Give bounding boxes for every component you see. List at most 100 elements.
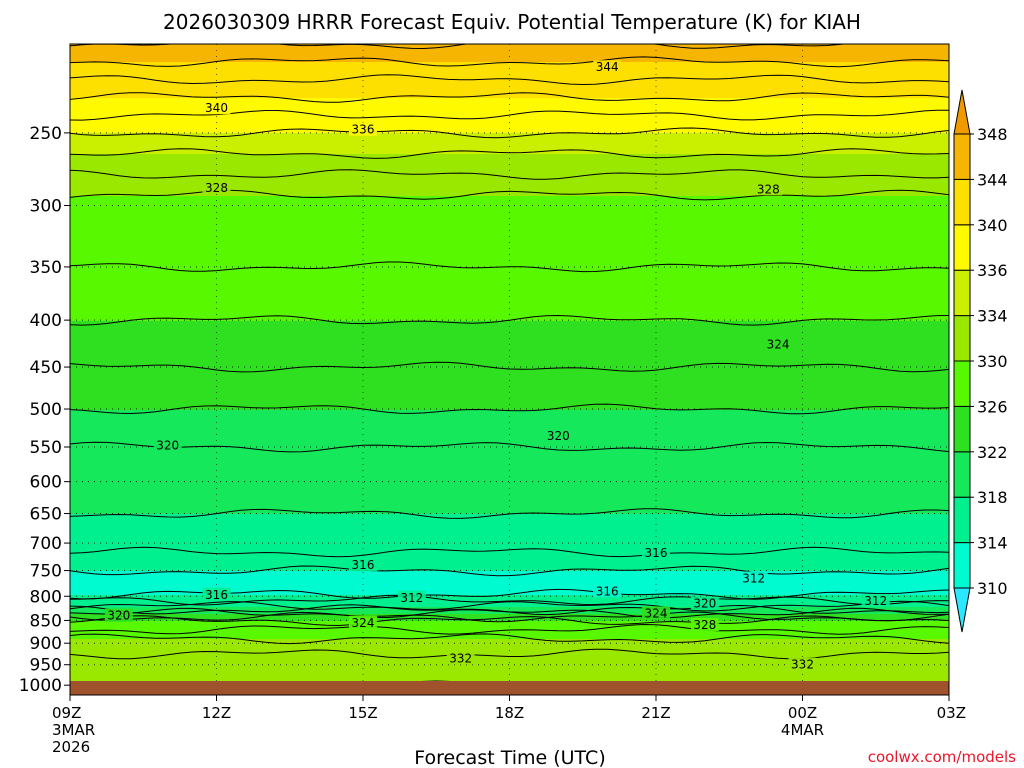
contour-label-text: 316 — [645, 546, 668, 560]
y-tick-label: 850 — [30, 611, 62, 631]
contour-label: 316 — [202, 587, 231, 602]
contour-label: 336 — [349, 123, 377, 137]
colorbar: 310 314 318 322 326 330 334 336 340 344 348 — [953, 89, 1008, 633]
contour-label-text: 328 — [205, 181, 228, 195]
contour-label-text: 324 — [352, 616, 375, 630]
colorbar-box — [953, 405, 971, 453]
colorbar-label: 326 — [977, 397, 1008, 416]
contour-label: 324 — [349, 615, 377, 630]
chart-title: 2026030309 HRRR Forecast Equiv. Potentia… — [163, 10, 861, 34]
contour-line — [70, 623, 949, 635]
contour-label-text: 312 — [400, 591, 423, 605]
colorbar-label: 330 — [977, 352, 1008, 371]
y-tick-label: 950 — [30, 656, 62, 676]
y-tick-label: 500 — [30, 400, 62, 420]
x-tick-label: 15Z — [348, 704, 377, 722]
contour-label: 328 — [690, 618, 719, 632]
x-tick-sublabel: 4MAR — [781, 721, 824, 739]
colorbar-box — [953, 133, 971, 180]
contour-label: 320 — [153, 438, 182, 453]
color-band — [70, 133, 949, 155]
colorbar-box — [953, 451, 971, 498]
contour-label: 312 — [861, 594, 890, 608]
contour-label: 328 — [754, 182, 783, 196]
contour-label: 320 — [104, 608, 133, 623]
contour-label: 316 — [642, 546, 670, 560]
x-tick-label: 21Z — [641, 704, 670, 722]
x-tick-label: 12Z — [202, 704, 231, 722]
y-tick-label: 400 — [30, 311, 62, 331]
color-band — [70, 607, 949, 615]
x-tick-label: 18Z — [495, 704, 524, 722]
colorbar-label: 340 — [977, 216, 1008, 235]
y-tick-label: 650 — [30, 505, 62, 525]
contour-label-text: 324 — [645, 606, 668, 620]
y-axis: 250 300 350 400 450 500 550 600 650 700 750 800 850 9… — [19, 124, 70, 696]
contour-label-text: 320 — [107, 609, 130, 623]
contour-label: 312 — [739, 571, 768, 585]
contour-label: 316 — [349, 558, 377, 572]
colorbar-box — [953, 315, 971, 362]
ground-strip — [70, 681, 949, 695]
x-tick-label: 09Z — [52, 704, 81, 722]
y-tick-label: 600 — [30, 473, 62, 493]
contour-label-text: 316 — [352, 558, 375, 572]
colorbar-box — [953, 269, 971, 317]
contour-labels: 344 340 336 328 328 324 320 320 316 316 312 316 312 3… — [104, 60, 890, 672]
contour-label-text: 316 — [596, 584, 619, 598]
contour-label-text: 340 — [205, 101, 228, 115]
contour-label-text: 328 — [693, 618, 716, 632]
contour-label: 316 — [593, 584, 622, 598]
y-tick-label: 900 — [30, 634, 62, 654]
color-band — [70, 196, 949, 322]
colorbar-label: 322 — [977, 443, 1008, 462]
contour-label-text: 324 — [767, 337, 790, 351]
theta-e-bands — [70, 44, 949, 695]
y-tick-label: 550 — [30, 438, 62, 458]
contour-label-text: 312 — [864, 594, 887, 608]
contour-label-text: 344 — [596, 60, 619, 74]
colorbar-label: 348 — [977, 125, 1008, 144]
colorbar-label: 318 — [977, 488, 1008, 507]
plot-area — [70, 44, 949, 695]
x-axis-label: Forecast Time (UTC) — [414, 747, 605, 768]
contour-label: 332 — [788, 657, 817, 672]
contour-label: 332 — [446, 651, 475, 665]
contour-line — [70, 74, 949, 86]
colorbar-box — [953, 360, 971, 407]
contour-label-text: 320 — [156, 439, 179, 453]
contour-label-text: 316 — [205, 588, 228, 602]
y-tick-label: 800 — [30, 587, 62, 607]
contour-line — [70, 565, 949, 577]
contour-line — [70, 594, 949, 606]
contour-label-text: 332 — [449, 651, 472, 665]
contour-label-text: 312 — [742, 571, 765, 585]
colorbar-label: 344 — [977, 170, 1008, 189]
color-band — [70, 44, 949, 63]
y-tick-label: 250 — [30, 124, 62, 144]
color-band — [70, 410, 949, 515]
colorbar-label: 336 — [977, 261, 1008, 280]
x-tick-label: 00Z — [788, 704, 817, 722]
colorbar-top-arrow — [953, 89, 971, 135]
colorbar-box — [953, 542, 971, 589]
contour-label: 312 — [397, 590, 426, 605]
contour-label: 324 — [642, 606, 670, 620]
colorbar-box — [953, 224, 971, 271]
x-tick-sublabel: 2026 — [52, 738, 90, 756]
colorbar-label: 310 — [977, 579, 1008, 598]
contour-label-text: 320 — [547, 429, 570, 443]
contour-line — [70, 44, 949, 50]
contour-line — [70, 615, 949, 627]
y-tick-label: 300 — [30, 197, 62, 217]
y-tick-label: 450 — [30, 358, 62, 378]
color-band — [70, 321, 949, 411]
colorbar-label: 334 — [977, 307, 1008, 326]
credit-text: coolwx.com/models — [868, 748, 1016, 766]
contour-label: 328 — [202, 180, 231, 195]
contour-label-text: 320 — [693, 597, 716, 611]
color-band — [70, 571, 949, 596]
contour-label: 320 — [544, 428, 573, 443]
contour-label: 340 — [202, 101, 231, 115]
y-tick-label: 350 — [30, 258, 62, 278]
